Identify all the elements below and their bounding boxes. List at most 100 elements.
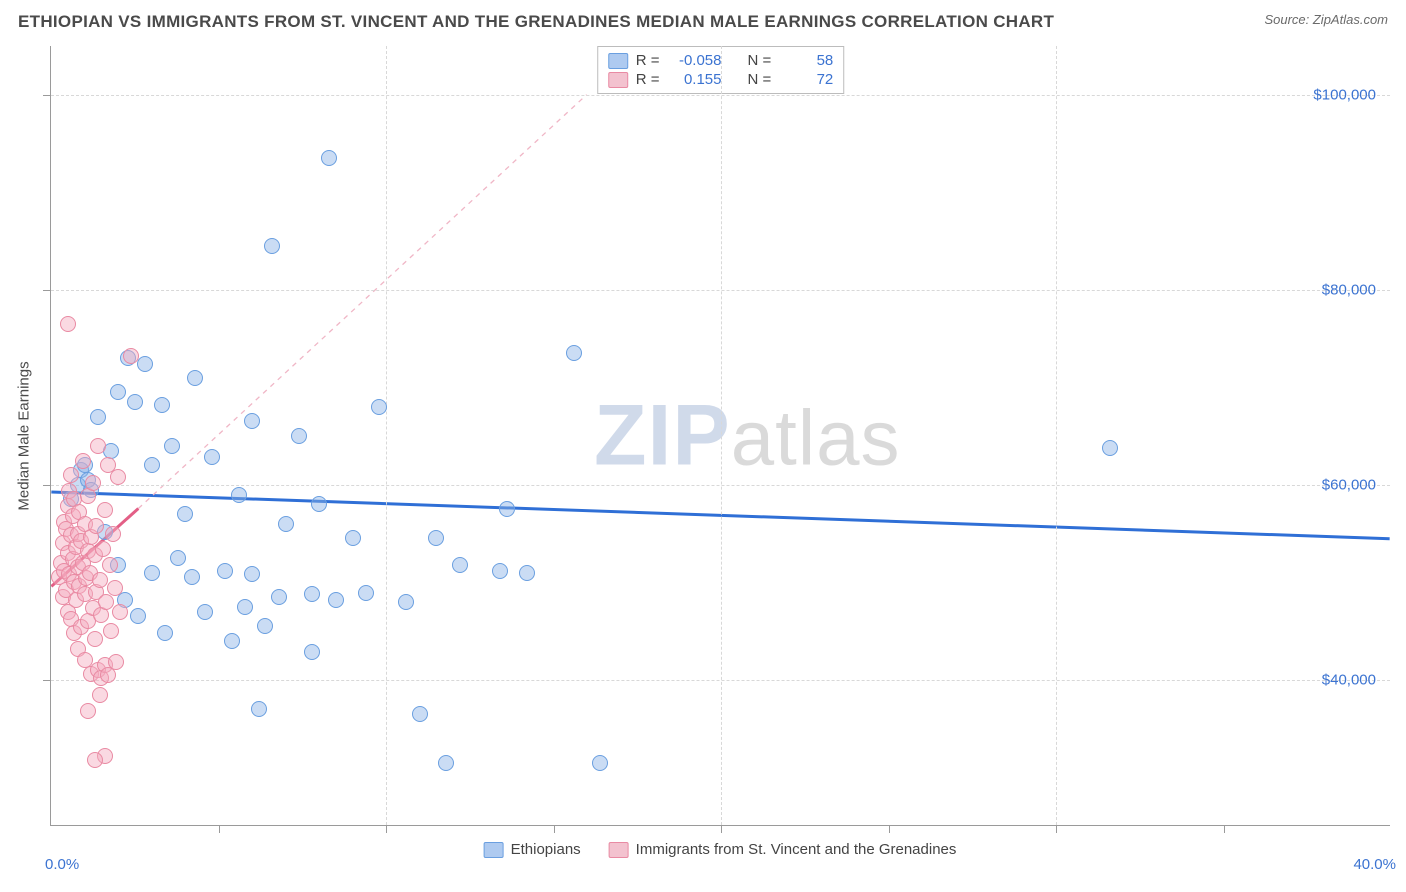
data-point-ethiopians (224, 633, 240, 649)
data-point-ethiopians (321, 150, 337, 166)
data-point-stvincent (93, 607, 109, 623)
data-point-ethiopians (170, 550, 186, 566)
data-point-stvincent (112, 604, 128, 620)
r-label: R = (636, 71, 660, 88)
data-point-ethiopians (237, 599, 253, 615)
data-point-ethiopians (244, 413, 260, 429)
x-tick-label-max: 40.0% (1353, 856, 1396, 873)
data-point-ethiopians (251, 701, 267, 717)
legend-swatch (608, 72, 628, 88)
data-point-ethiopians (137, 356, 153, 372)
data-point-ethiopians (291, 428, 307, 444)
data-point-stvincent (87, 631, 103, 647)
data-point-ethiopians (566, 345, 582, 361)
legend-swatch (484, 842, 504, 858)
data-point-ethiopians (264, 238, 280, 254)
data-point-ethiopians (304, 586, 320, 602)
data-point-ethiopians (217, 563, 233, 579)
grid-line-v (386, 46, 387, 825)
x-tick-label-min: 0.0% (45, 856, 79, 873)
data-point-stvincent (92, 687, 108, 703)
data-point-stvincent (88, 518, 104, 534)
grid-line-v (1056, 46, 1057, 825)
chart-title: ETHIOPIAN VS IMMIGRANTS FROM ST. VINCENT… (18, 12, 1054, 32)
data-point-ethiopians (204, 449, 220, 465)
data-point-ethiopians (311, 496, 327, 512)
data-point-stvincent (102, 557, 118, 573)
data-point-stvincent (80, 703, 96, 719)
y-axis-title: Median Male Earnings (16, 361, 33, 510)
data-point-stvincent (105, 526, 121, 542)
data-point-stvincent (103, 623, 119, 639)
data-point-stvincent (60, 316, 76, 332)
data-point-stvincent (92, 572, 108, 588)
data-point-ethiopians (127, 394, 143, 410)
y-tick-label: $100,000 (1313, 86, 1376, 103)
data-point-stvincent (108, 654, 124, 670)
data-point-ethiopians (328, 592, 344, 608)
r-value: -0.058 (668, 52, 722, 69)
data-point-ethiopians (345, 530, 361, 546)
legend-swatch (608, 53, 628, 69)
data-point-ethiopians (197, 604, 213, 620)
data-point-ethiopians (271, 589, 287, 605)
y-tick-label: $60,000 (1322, 476, 1376, 493)
data-point-ethiopians (154, 397, 170, 413)
data-point-stvincent (87, 752, 103, 768)
n-value: 72 (779, 71, 833, 88)
data-point-ethiopians (90, 409, 106, 425)
data-point-stvincent (97, 502, 113, 518)
n-label: N = (748, 71, 772, 88)
data-point-ethiopians (592, 755, 608, 771)
data-point-ethiopians (187, 370, 203, 386)
data-point-stvincent (110, 469, 126, 485)
watermark: ZIPatlas (594, 386, 901, 485)
series-legend: Ethiopians Immigrants from St. Vincent an… (484, 841, 957, 858)
series-legend-item-ethiopians: Ethiopians (484, 841, 581, 858)
data-point-ethiopians (144, 565, 160, 581)
data-point-ethiopians (144, 457, 160, 473)
n-value: 58 (779, 52, 833, 69)
data-point-ethiopians (110, 384, 126, 400)
data-point-stvincent (80, 488, 96, 504)
data-point-stvincent (95, 541, 111, 557)
data-point-ethiopians (184, 569, 200, 585)
series-label: Ethiopians (511, 841, 581, 858)
trend-line (138, 95, 586, 509)
y-tick-label: $80,000 (1322, 281, 1376, 298)
data-point-ethiopians (130, 608, 146, 624)
data-point-stvincent (107, 580, 123, 596)
data-point-ethiopians (358, 585, 374, 601)
data-point-ethiopians (244, 566, 260, 582)
data-point-ethiopians (177, 506, 193, 522)
data-point-ethiopians (428, 530, 444, 546)
legend-swatch (609, 842, 629, 858)
data-point-ethiopians (398, 594, 414, 610)
chart-container: Median Male Earnings ZIPatlas R =-0.058N… (50, 46, 1390, 826)
data-point-ethiopians (499, 501, 515, 517)
grid-line-v (721, 46, 722, 825)
series-legend-item-stvincent: Immigrants from St. Vincent and the Gren… (609, 841, 957, 858)
y-tick-label: $40,000 (1322, 671, 1376, 688)
data-point-ethiopians (492, 563, 508, 579)
chart-source: Source: ZipAtlas.com (1264, 12, 1388, 27)
data-point-ethiopians (257, 618, 273, 634)
data-point-ethiopians (157, 625, 173, 641)
n-label: N = (748, 52, 772, 69)
data-point-stvincent (90, 438, 106, 454)
r-label: R = (636, 52, 660, 69)
data-point-ethiopians (519, 565, 535, 581)
data-point-ethiopians (278, 516, 294, 532)
data-point-ethiopians (438, 755, 454, 771)
data-point-stvincent (63, 467, 79, 483)
data-point-stvincent (85, 475, 101, 491)
data-point-stvincent (75, 453, 91, 469)
plot-area: ZIPatlas R =-0.058N =58R =0.155N =72 $40… (50, 46, 1390, 826)
data-point-ethiopians (452, 557, 468, 573)
data-point-ethiopians (1102, 440, 1118, 456)
series-label: Immigrants from St. Vincent and the Gren… (636, 841, 957, 858)
data-point-ethiopians (164, 438, 180, 454)
data-point-ethiopians (412, 706, 428, 722)
data-point-stvincent (123, 348, 139, 364)
data-point-ethiopians (231, 487, 247, 503)
